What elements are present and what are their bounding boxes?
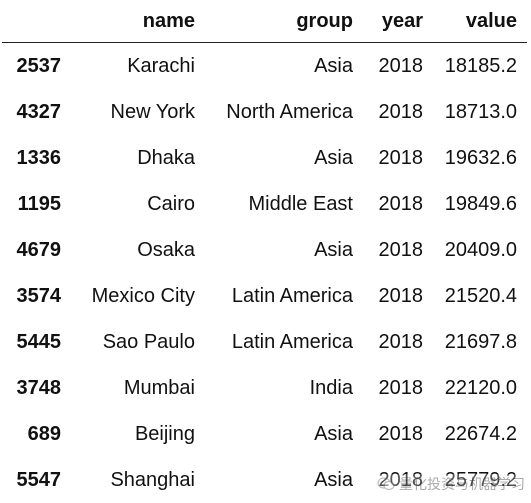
cell-year: 2018	[378, 330, 424, 353]
cell-name: New York	[110, 100, 196, 123]
cell-year: 2018	[378, 238, 424, 261]
column-header-value: value	[433, 0, 527, 43]
cell-value: 22120.0	[444, 376, 517, 399]
cell-value: 18185.2	[444, 54, 517, 77]
cell-value: 19632.6	[444, 146, 517, 169]
table-row: 1195 Cairo Middle East 2018 19849.6	[2, 181, 527, 227]
cell-group: Middle East	[248, 192, 354, 215]
row-index: 1336	[16, 146, 62, 169]
cell-year: 2018	[378, 376, 424, 399]
cell-value: 22674.2	[444, 422, 517, 445]
cell-group: Asia	[314, 238, 353, 261]
table-row: 3574 Mexico City Latin America 2018 2152…	[2, 273, 527, 319]
cell-year: 2018	[378, 422, 424, 445]
column-header-group: group	[205, 0, 363, 43]
cell-name: Mumbai	[123, 376, 195, 399]
cell-value: 18713.0	[444, 100, 517, 123]
table-row: 4327 New York North America 2018 18713.0	[2, 89, 527, 135]
row-index: 3748	[16, 376, 62, 399]
column-header-year: year	[363, 0, 433, 43]
cell-group: North America	[226, 100, 353, 123]
table-row: 5445 Sao Paulo Latin America 2018 21697.…	[2, 319, 527, 365]
row-index: 2537	[16, 54, 62, 77]
wechat-icon	[377, 477, 395, 491]
cell-year: 2018	[378, 192, 424, 215]
cell-name: Dhaka	[137, 146, 195, 169]
index-header	[2, 0, 71, 43]
row-index: 5445	[16, 330, 62, 353]
watermark: 量化投资与机器学习	[377, 474, 525, 494]
row-index: 4679	[16, 238, 62, 261]
row-index: 5547	[16, 468, 62, 491]
cell-group: Asia	[314, 422, 353, 445]
cell-name: Karachi	[127, 54, 195, 77]
table-row: 3748 Mumbai India 2018 22120.0	[2, 365, 527, 411]
table-row: 1336 Dhaka Asia 2018 19632.6	[2, 135, 527, 181]
cell-group: India	[309, 376, 353, 399]
header-row: name group year value	[2, 0, 527, 43]
cell-group: Asia	[314, 54, 353, 77]
table-row: 2537 Karachi Asia 2018 18185.2	[2, 42, 527, 89]
cell-name: Osaka	[137, 238, 195, 261]
cell-year: 2018	[378, 100, 424, 123]
row-index: 4327	[16, 100, 62, 123]
cell-group: Asia	[314, 468, 353, 491]
cell-year: 2018	[378, 54, 424, 77]
cell-group: Latin America	[231, 330, 353, 353]
cell-name: Mexico City	[91, 284, 195, 307]
cell-year: 2018	[378, 284, 424, 307]
row-index: 3574	[16, 284, 62, 307]
cell-value: 25779.2	[433, 457, 527, 503]
row-index: 1195	[17, 192, 61, 215]
cell-name: Cairo	[147, 192, 195, 215]
cell-value: 20409.0	[444, 238, 517, 261]
cell-value: 21520.4	[444, 284, 517, 307]
row-index: 689	[27, 422, 61, 445]
table-body: 2537 Karachi Asia 2018 18185.2 4327 New …	[2, 42, 527, 503]
cell-name: Beijing	[134, 422, 195, 445]
cell-name: Sao Paulo	[102, 330, 195, 353]
cell-group: Asia	[314, 146, 353, 169]
table-header: name group year value	[2, 0, 527, 43]
cell-value: 19849.6	[444, 192, 517, 215]
cell-group: Latin America	[231, 284, 353, 307]
column-header-name: name	[71, 0, 205, 43]
table-row: 4679 Osaka Asia 2018 20409.0	[2, 227, 527, 273]
watermark-text: 量化投资与机器学习	[399, 476, 525, 492]
cell-name: Shanghai	[110, 468, 195, 491]
table-row: 689 Beijing Asia 2018 22674.2	[2, 411, 527, 457]
cell-year: 2018	[378, 146, 424, 169]
cell-value: 21697.8	[444, 330, 517, 353]
